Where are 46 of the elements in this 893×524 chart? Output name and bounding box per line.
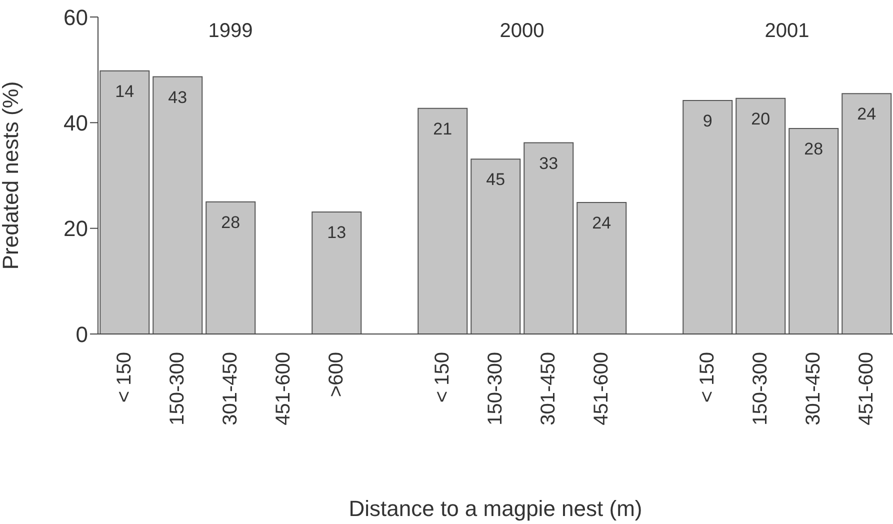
annotation: 20 — [751, 109, 770, 128]
annotation: 9 — [702, 112, 712, 131]
annotation: 21 — [433, 119, 452, 138]
bar — [842, 93, 892, 334]
bar — [682, 100, 733, 334]
bar — [418, 108, 468, 334]
x-tick-label: 451-600 — [856, 352, 878, 426]
bar — [788, 128, 839, 334]
annotation: 28 — [221, 212, 240, 232]
y-tick-label: 60 — [64, 4, 88, 30]
y-tick-label: 20 — [64, 216, 88, 242]
bar — [736, 98, 786, 334]
bar — [524, 142, 574, 334]
y-tick-label: 40 — [64, 110, 88, 136]
annotation: 24 — [592, 214, 612, 233]
y-tick-label: 0 — [76, 322, 88, 347]
x-tick-label: 451-600 — [590, 352, 612, 426]
x-tick-label: 150-300 — [484, 352, 506, 426]
annotation: 14 — [115, 82, 134, 101]
bar — [576, 202, 627, 334]
bar — [152, 76, 203, 334]
x-tick-label: >600 — [326, 352, 348, 398]
annotation: 45 — [486, 170, 506, 190]
bar — [206, 201, 256, 334]
x-tick-label: < 150 — [114, 352, 136, 403]
annotation: 2000 — [498, 20, 546, 43]
x-tick-label: 301-450 — [220, 352, 242, 426]
annotation: 24 — [857, 104, 876, 124]
x-tick-label: 150-300 — [166, 352, 188, 426]
x-tick-label: < 150 — [432, 352, 454, 403]
annotation: 33 — [539, 154, 558, 173]
x-tick-label: 301-450 — [538, 352, 560, 426]
x-tick-label: 150-300 — [750, 352, 772, 426]
annotation: 28 — [804, 140, 824, 159]
annotation: 1999 — [207, 20, 254, 43]
annotation: 2001 — [764, 20, 810, 43]
x-axis-title: Distance to a magpie nest (m) — [348, 496, 642, 521]
bar — [470, 158, 521, 334]
bar — [100, 70, 150, 334]
x-tick-label: < 150 — [696, 352, 718, 403]
annotation: 13 — [327, 223, 346, 242]
y-axis-title: Predated nests (%) — [0, 81, 23, 270]
annotation: 43 — [168, 88, 188, 107]
x-tick-label: 451-600 — [272, 352, 294, 426]
bar — [312, 211, 362, 334]
x-tick-label: 301-450 — [802, 352, 824, 426]
